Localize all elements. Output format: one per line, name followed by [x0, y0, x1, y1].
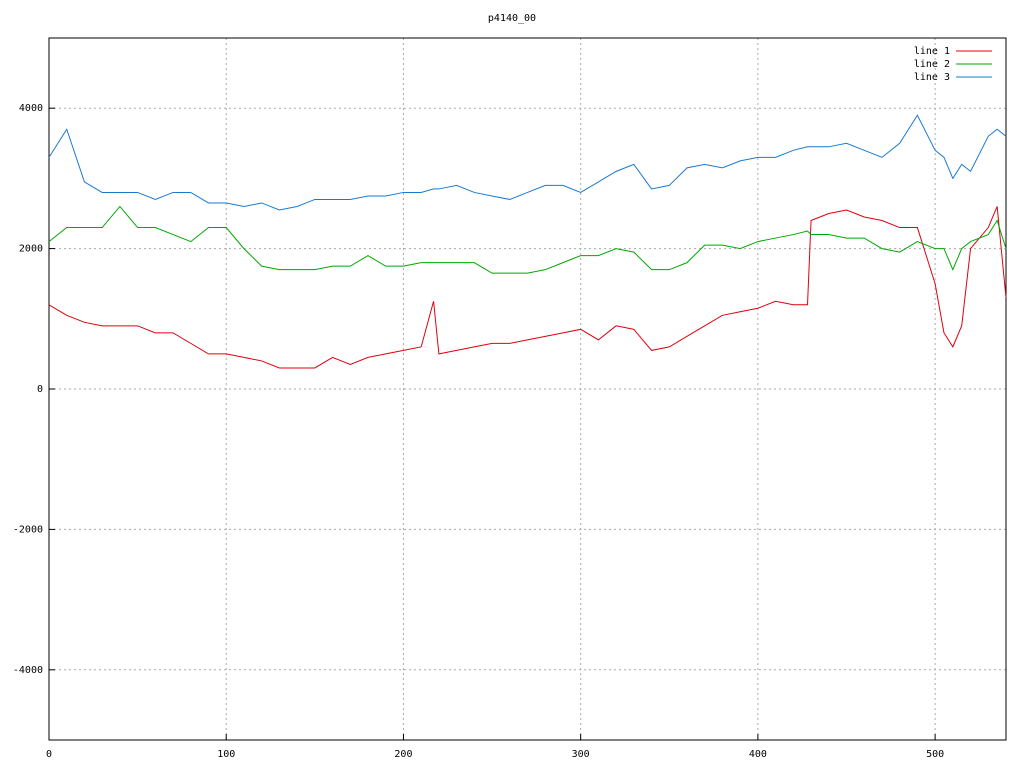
- x-tick-label: 200: [394, 749, 412, 760]
- y-tick-label: 0: [37, 384, 43, 395]
- x-tick-label: 400: [749, 749, 767, 760]
- y-tick-label: 4000: [19, 103, 43, 114]
- x-tick-label: 0: [46, 749, 52, 760]
- x-tick-label: 300: [572, 749, 590, 760]
- data-line: [48, 205, 1007, 274]
- y-tick-label: -2000: [13, 524, 43, 535]
- data-line: [48, 114, 1007, 211]
- y-tick-label: 2000: [19, 244, 43, 255]
- plot-frame: [48, 37, 1007, 741]
- x-tick-label: 100: [217, 749, 235, 760]
- legend-label: line 3: [914, 72, 950, 83]
- chart-title: p4140_00: [488, 13, 536, 24]
- x-tick-label: 500: [926, 749, 944, 760]
- legend-label: line 2: [914, 59, 950, 70]
- y-tick-label: -4000: [13, 665, 43, 676]
- data-line: [48, 206, 1007, 369]
- legend-label: line 1: [914, 46, 950, 57]
